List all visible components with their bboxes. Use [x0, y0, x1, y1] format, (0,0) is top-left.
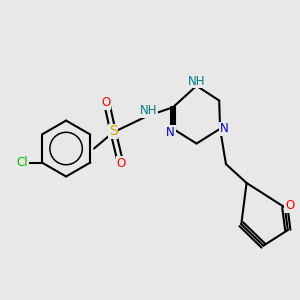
Text: O: O	[117, 157, 126, 170]
Text: O: O	[101, 96, 110, 110]
Text: N: N	[166, 126, 175, 139]
Text: NH: NH	[140, 104, 157, 117]
Text: S: S	[109, 124, 118, 138]
Text: O: O	[285, 200, 294, 212]
Text: NH: NH	[188, 75, 205, 88]
Text: Cl: Cl	[16, 156, 28, 169]
Text: N: N	[220, 122, 229, 135]
